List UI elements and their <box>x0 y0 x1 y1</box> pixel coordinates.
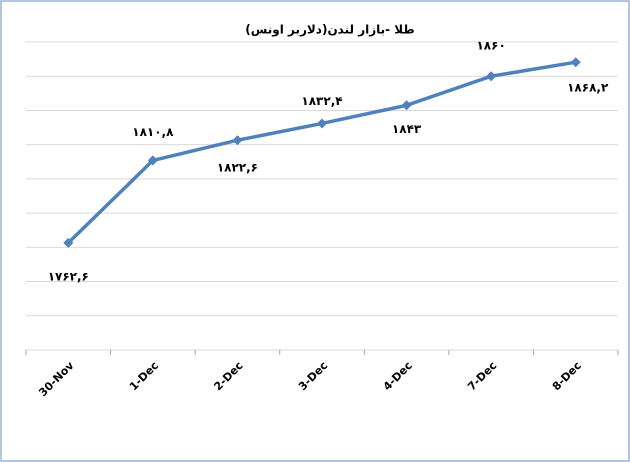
marker <box>147 155 158 166</box>
data-label: ۱۸۳۲,۴ <box>301 94 342 108</box>
data-label: ۱۸۶۰ <box>476 39 505 53</box>
marker <box>570 57 581 68</box>
chart-title: طلا -بازار لندن(دلاربر اونس) <box>245 23 414 38</box>
data-label: ۱۸۶۸,۲ <box>567 81 609 95</box>
marker <box>317 118 327 129</box>
marker <box>63 237 74 248</box>
data-label: ۱۸۴۳ <box>392 122 422 136</box>
data-label: ۱۷۶۲,۶ <box>48 269 89 283</box>
marker <box>232 135 243 146</box>
marker <box>486 71 497 82</box>
data-label: ۱۸۱۰,۸ <box>132 125 174 139</box>
data-label: ۱۸۲۲,۶ <box>217 161 258 175</box>
marker <box>401 100 412 111</box>
